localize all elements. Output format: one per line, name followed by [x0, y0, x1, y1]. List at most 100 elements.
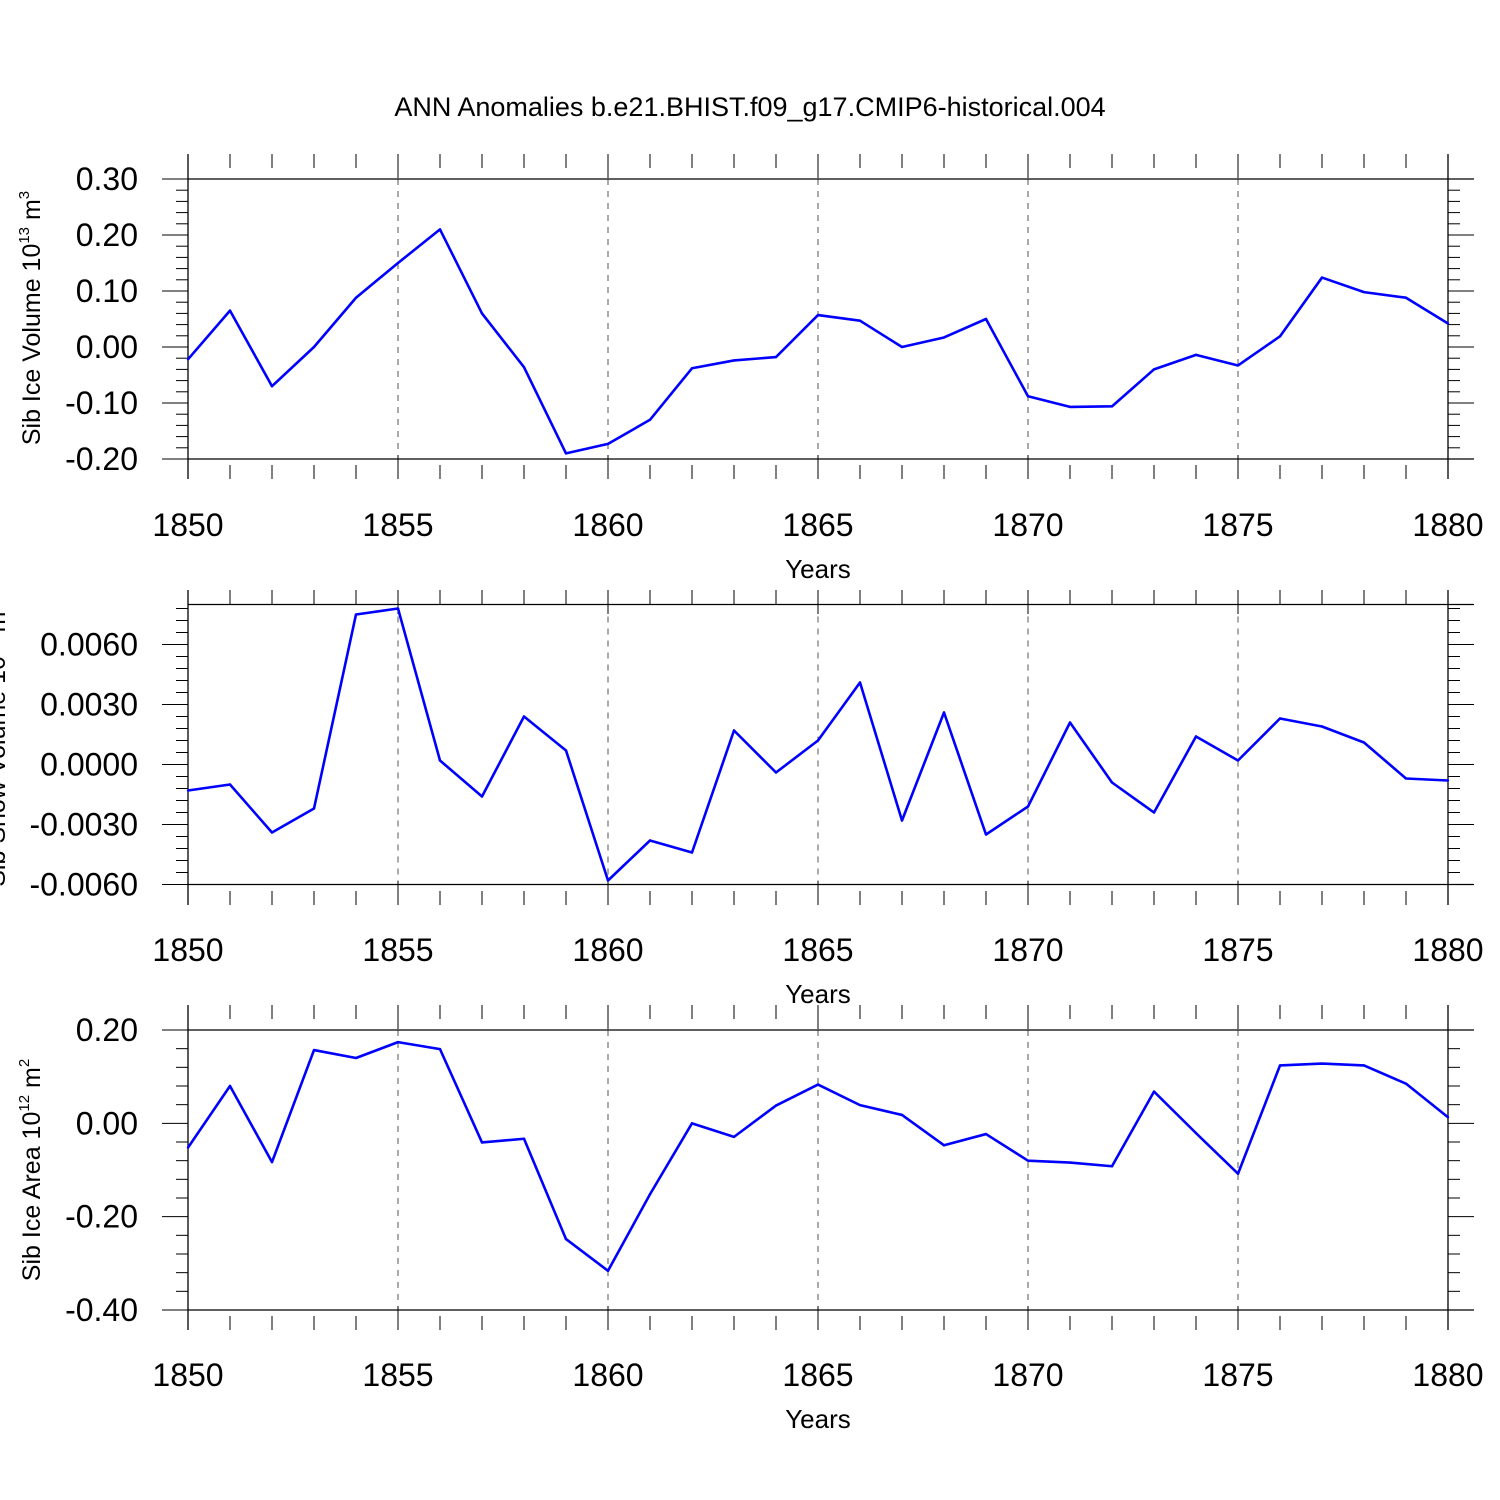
series-line	[187, 607, 1449, 882]
data-point	[564, 749, 568, 752]
x-tick-label: 1860	[572, 507, 643, 543]
data-point	[858, 1103, 862, 1107]
x-tick-label: 1865	[782, 507, 853, 543]
data-point	[1446, 1116, 1450, 1119]
data-point	[1236, 364, 1240, 367]
data-point	[564, 1237, 568, 1241]
data-point	[228, 1084, 232, 1088]
data-point	[984, 1132, 988, 1136]
data-point	[648, 418, 652, 421]
data-point	[816, 313, 820, 317]
data-point	[900, 345, 904, 349]
panels: 0.30 0.20 0.10 0.00 -0.10 -0.20 1850 1855 1860 18…	[0, 154, 1484, 1434]
data-point	[1446, 779, 1450, 782]
data-point	[312, 345, 316, 349]
data-point	[1362, 741, 1366, 744]
data-point	[396, 1040, 400, 1044]
x-tick-label: 1850	[152, 932, 223, 968]
data-point	[1236, 1172, 1240, 1175]
data-point	[648, 839, 652, 842]
x-tick-label: 1865	[782, 1357, 853, 1393]
data-point	[690, 367, 694, 370]
y-tick-label: 0.10	[76, 273, 138, 309]
data-point	[354, 1056, 358, 1060]
data-point	[1152, 1090, 1156, 1093]
data-point	[1026, 805, 1030, 808]
y-tick-label: 0.20	[76, 1012, 138, 1048]
data-point	[1404, 1082, 1408, 1085]
data-point	[1236, 759, 1240, 762]
x-tick-label: 1875	[1202, 507, 1273, 543]
x-tick-label: 1855	[362, 932, 433, 968]
panel-1: 0.30 0.20 0.10 0.00 -0.10 -0.20 1850 1855 1860 18…	[16, 154, 1484, 584]
data-point	[858, 681, 862, 684]
x-tick-label: 1855	[362, 1357, 433, 1393]
y-axis-label: Sib Snow Volume 1013 m3	[0, 603, 11, 887]
y-tick-label: 0.00	[76, 1105, 138, 1141]
data-point	[270, 1160, 274, 1164]
data-point	[480, 1141, 484, 1144]
y-tick-label: -0.0060	[29, 867, 138, 903]
data-point	[816, 1083, 820, 1086]
data-point	[858, 319, 862, 322]
data-point	[186, 789, 190, 792]
x-tick-label: 1865	[782, 932, 853, 968]
x-tick-label: 1870	[992, 1357, 1063, 1393]
data-point	[984, 317, 988, 321]
data-point	[312, 1048, 316, 1052]
data-point	[1446, 322, 1450, 325]
x-tick-label: 1875	[1202, 1357, 1273, 1393]
data-point	[1320, 1062, 1324, 1065]
x-tick-label: 1850	[152, 507, 223, 543]
data-point	[1152, 368, 1156, 371]
y-tick-label: 0.20	[76, 217, 138, 253]
data-point	[648, 1193, 652, 1196]
data-point	[354, 613, 358, 616]
data-point	[606, 1269, 610, 1273]
data-point	[1026, 395, 1030, 398]
data-point	[354, 296, 358, 299]
y-tick-label: -0.0030	[29, 807, 138, 843]
data-point	[438, 228, 442, 231]
data-point	[732, 359, 736, 362]
y-tick-label: 0.00	[76, 329, 138, 365]
data-point	[606, 879, 610, 882]
data-point	[312, 807, 316, 810]
data-point	[1362, 290, 1366, 294]
y-tick-label: -0.20	[65, 441, 138, 477]
data-point	[690, 1122, 694, 1125]
x-tick-label: 1850	[152, 1357, 223, 1393]
data-point	[816, 739, 820, 742]
x-axis-label: Years	[785, 979, 851, 1009]
x-axis-label: Years	[785, 554, 851, 584]
data-point	[1068, 721, 1072, 724]
data-point	[522, 365, 526, 369]
x-tick-label: 1880	[1412, 932, 1483, 968]
x-tick-label: 1855	[362, 507, 433, 543]
data-point	[1026, 1159, 1030, 1162]
data-point	[1068, 405, 1072, 409]
data-point	[1110, 1165, 1114, 1168]
data-point	[1194, 353, 1198, 357]
y-tick-label: -0.10	[65, 385, 138, 421]
data-point	[942, 336, 946, 339]
data-point	[690, 851, 694, 854]
y-tick-label: 0.0060	[40, 627, 138, 663]
data-point	[606, 442, 610, 446]
data-point	[984, 833, 988, 836]
data-point	[900, 819, 904, 822]
y-axis-label: Sib Ice Volume 1013 m3	[16, 191, 46, 445]
data-point	[1404, 777, 1408, 780]
y-tick-label: 0.0000	[40, 747, 138, 783]
x-tick-label: 1870	[992, 932, 1063, 968]
data-point	[396, 261, 400, 265]
data-point	[522, 715, 526, 718]
data-point	[1404, 296, 1408, 299]
data-point	[942, 1144, 946, 1147]
data-point	[186, 358, 190, 361]
y-tick-label: -0.20	[65, 1199, 138, 1235]
y-tick-label: -0.40	[65, 1292, 138, 1328]
data-point	[564, 452, 568, 455]
data-point	[1194, 735, 1198, 738]
